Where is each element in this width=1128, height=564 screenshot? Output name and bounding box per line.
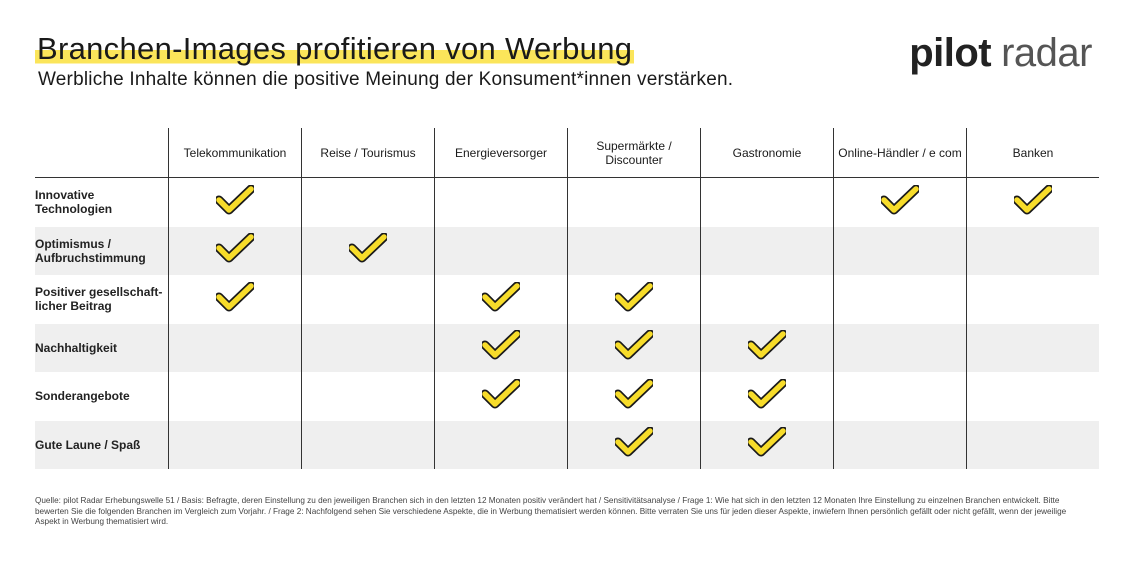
- table-cell: [434, 420, 568, 469]
- checkmark-icon: [615, 330, 653, 360]
- table-cell: [966, 372, 1099, 421]
- table-cell: [833, 177, 967, 227]
- checkmark-icon: [748, 330, 786, 360]
- table-row: Innovative Technologien: [35, 177, 1099, 227]
- table-cell: [567, 420, 701, 469]
- checkmark-icon: [482, 330, 520, 360]
- table-cell: [966, 226, 1099, 275]
- column-header: Online-Händler / e com: [833, 128, 967, 178]
- column-header: Energieversorger: [434, 128, 568, 178]
- table-cell: [966, 275, 1099, 324]
- table-cell: [301, 323, 435, 372]
- table-cell: [434, 323, 568, 372]
- table-body: Innovative Technologien Optimismus / Aufb…: [35, 177, 1099, 469]
- column-header: Reise / Tourismus: [301, 128, 435, 178]
- table-cell: [700, 177, 834, 227]
- table-cell: [301, 226, 435, 275]
- checkmark-icon: [615, 281, 653, 312]
- checkmark-icon: [482, 378, 520, 409]
- page-subtitle: Werbliche Inhalte können die positive Me…: [38, 69, 734, 90]
- source-note: Quelle: pilot Radar Erhebungswelle 51 / …: [35, 496, 1067, 526]
- checkmark-icon: [1014, 184, 1052, 215]
- table-cell: [434, 177, 568, 227]
- table-header-row: Telekommunikation Reise / Tourismus Ener…: [35, 128, 1099, 178]
- brand-word-pilot: pilot: [909, 31, 992, 75]
- checkmark-icon: [482, 281, 520, 312]
- table-cell: [301, 275, 435, 324]
- table-cell: [966, 323, 1099, 372]
- title-block: Branchen-Images profitieren von Werbung: [35, 30, 635, 68]
- table-cell: [966, 420, 1099, 469]
- table-cell: [833, 372, 967, 421]
- table-cell: [301, 372, 435, 421]
- checkmark-icon: [748, 427, 786, 457]
- row-label: Gute Laune / Spaß: [35, 420, 169, 469]
- table-cell: [567, 226, 701, 275]
- table-cell: [700, 226, 834, 275]
- table-cell: [833, 275, 967, 324]
- table-cell: [700, 275, 834, 324]
- column-header: Supermärkte / Discounter: [567, 128, 701, 178]
- table-cell: [168, 275, 302, 324]
- checkmark-icon: [615, 378, 653, 409]
- table-corner: [35, 128, 169, 178]
- table-row: Sonderangebote: [35, 372, 1099, 421]
- table-cell: [700, 420, 834, 469]
- table-row: Positiver gesellschaft-licher Beitrag: [35, 275, 1099, 324]
- checkmark-icon: [349, 233, 387, 263]
- page-title: Branchen-Images profitieren von Werbung: [35, 30, 635, 68]
- table-cell: [700, 372, 834, 421]
- row-label: Positiver gesellschaft-licher Beitrag: [35, 285, 163, 314]
- table-cell: [567, 323, 701, 372]
- table-cell: [567, 372, 701, 421]
- table-cell: [168, 226, 302, 275]
- row-label: Sonderangebote: [35, 389, 130, 404]
- checkmark-icon: [881, 184, 919, 215]
- column-header: Telekommunikation: [168, 128, 302, 178]
- table-cell: [833, 226, 967, 275]
- table-cell: [168, 323, 302, 372]
- table-cell: [168, 372, 302, 421]
- table-cell: [567, 177, 701, 227]
- checkmark-icon: [216, 184, 254, 215]
- table-cell: [833, 323, 967, 372]
- column-header: Banken: [966, 128, 1099, 178]
- row-label: Nachhaltigkeit: [35, 323, 169, 372]
- table-cell: [434, 372, 568, 421]
- table-cell: [168, 420, 302, 469]
- row-label: Innovative Technologien: [35, 188, 113, 217]
- table-cell: [567, 275, 701, 324]
- table-cell: [434, 275, 568, 324]
- column-header: Gastronomie: [700, 128, 834, 178]
- brand-word-radar: radar: [1001, 31, 1092, 75]
- table-cell: [434, 226, 568, 275]
- table-cell: [700, 323, 834, 372]
- table-cell: [966, 177, 1099, 227]
- brand-logo: pilot radar: [909, 30, 1092, 76]
- checkmark-icon: [748, 378, 786, 409]
- table-row: Optimismus / Aufbruchstimmung: [35, 226, 1099, 275]
- table-cell: [833, 420, 967, 469]
- table-cell: [168, 177, 302, 227]
- checkmark-icon: [216, 233, 254, 263]
- table-cell: [301, 177, 435, 227]
- row-label: Optimismus / Aufbruchstimmung: [35, 226, 169, 275]
- industry-aspect-table: Telekommunikation Reise / Tourismus Ener…: [35, 128, 1099, 469]
- checkmark-icon: [615, 427, 653, 457]
- table-row: Gute Laune / Spaß: [35, 420, 1099, 469]
- table-row: Nachhaltigkeit: [35, 323, 1099, 372]
- checkmark-icon: [216, 281, 254, 312]
- table-cell: [301, 420, 435, 469]
